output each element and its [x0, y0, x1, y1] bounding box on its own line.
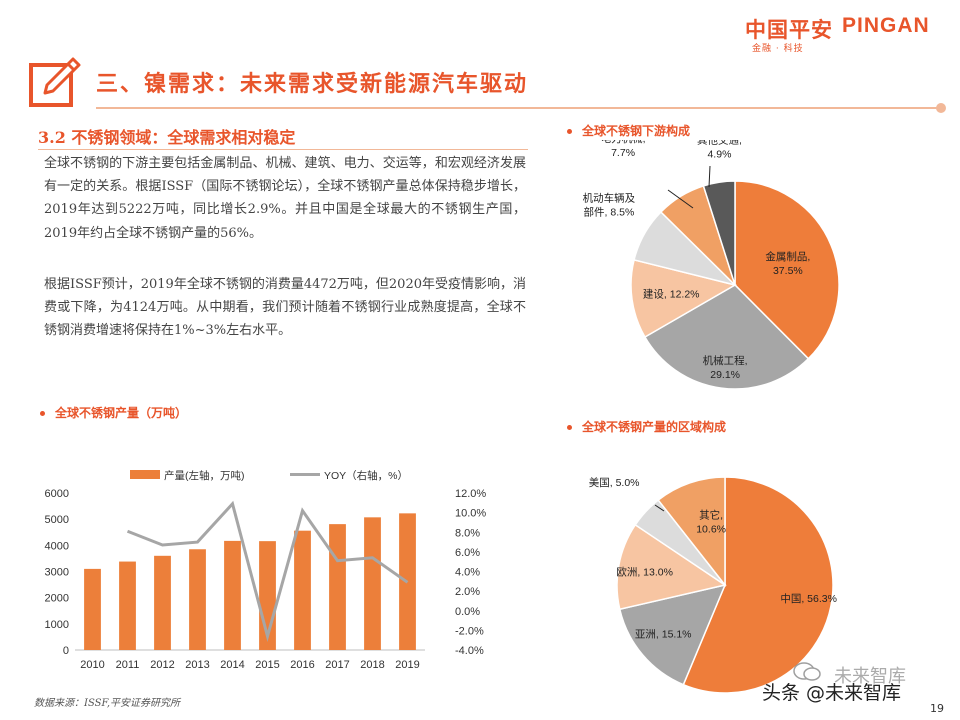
paragraph-1: 全球不锈钢的下游主要包括金属制品、机械、建筑、电力、交运等，和宏观经济发展有一定…	[44, 156, 526, 241]
watermark-text-1: 头条 @未来智库	[762, 682, 902, 704]
y-left-tick-label: 4000	[45, 540, 69, 552]
bar	[329, 524, 346, 650]
y-left-tick-label: 0	[63, 645, 69, 657]
pie-label: 4.9%	[707, 148, 731, 160]
yoy-line	[126, 500, 409, 642]
y-right-tick-label: 8.0%	[455, 527, 480, 539]
bar	[364, 517, 381, 650]
pie-label: 机动车辆及	[583, 192, 636, 205]
watermark-text-2: 未来智库	[834, 666, 906, 687]
pie-label: 部件, 8.5%	[584, 206, 635, 219]
pie-label: 机械工程,	[703, 354, 748, 367]
x-tick-label: 2015	[255, 659, 279, 671]
y-left-tick-label: 2000	[45, 593, 69, 605]
x-tick-label: 2018	[360, 659, 384, 671]
pie-label: 其他交通,	[697, 140, 742, 146]
y-left-tick-label: 1000	[45, 619, 69, 631]
bar	[154, 555, 171, 650]
leader-line	[708, 165, 711, 188]
production-combo-chart: 0 1000 2000 3000 4000 5000 6000 -4.0% -2.0% 0.0% 2…	[45, 469, 487, 671]
x-tick-label: 2010	[80, 659, 104, 671]
divider-end-dot	[936, 103, 946, 113]
bar	[189, 549, 206, 650]
pie-slice	[616, 523, 727, 611]
header-divider	[96, 107, 942, 109]
legend-label-line: YOY（右轴，%）	[324, 469, 408, 482]
leader-line	[654, 504, 665, 512]
source-note: 数据来源：ISSF,平安证券研究所	[34, 698, 181, 709]
y-right-tick-label: -4.0%	[455, 645, 484, 657]
pie-label: 欧洲, 13.0%	[616, 566, 673, 578]
paragraph-2: 根据ISSF预计，2019年全球不锈钢的消费量4472万吨，但2020年受疫情影…	[44, 277, 526, 339]
production-chart-title: 全球不锈钢产量（万吨）	[40, 404, 187, 421]
pie-slice	[682, 476, 834, 694]
brand-name-cn: 中国平安	[745, 18, 833, 42]
x-tick-label: 2012	[150, 659, 174, 671]
region-chart-title: 全球不锈钢产量的区域构成	[567, 418, 726, 435]
legend-label-bar: 产量(左轴，万吨)	[164, 469, 245, 482]
y-left-tick-label: 3000	[45, 567, 69, 579]
legend-swatch-bar	[130, 470, 160, 479]
pie-label: 10.6%	[696, 524, 726, 536]
pie-label: 金属制品,	[765, 250, 810, 263]
pie-label: 亚洲, 15.1%	[635, 629, 692, 641]
downstream-chart-title: 全球不锈钢下游构成	[567, 122, 690, 139]
bar	[224, 540, 241, 650]
pie-slice	[702, 180, 736, 286]
brand-tagline: 金融 · 科技	[752, 44, 804, 54]
leader-line	[667, 189, 694, 209]
bar	[119, 561, 136, 650]
x-tick-label: 2013	[185, 659, 209, 671]
x-tick-label: 2016	[290, 659, 314, 671]
pie-label: 中国, 56.3%	[780, 592, 837, 605]
page-number: 19	[930, 702, 944, 715]
chat-bubble-icon	[793, 662, 821, 681]
pie-slice	[734, 180, 840, 360]
pie-slice	[618, 583, 727, 686]
pie-label: 电力机械,	[601, 140, 646, 145]
pie-label: 7.7%	[611, 147, 635, 159]
y-left-tick-label: 6000	[45, 488, 69, 500]
bar	[84, 568, 101, 650]
y-right-tick-label: 12.0%	[455, 488, 486, 500]
x-tick-label: 2011	[116, 659, 140, 671]
y-right-tick-label: 0.0%	[455, 606, 480, 618]
pie-label: 美国, 5.0%	[589, 476, 640, 489]
y-right-tick-label: 2.0%	[455, 586, 480, 598]
x-tick-label: 2014	[220, 659, 244, 671]
pie-slice	[657, 476, 726, 588]
pie-label: 其它,	[699, 509, 723, 522]
pie-label: 建设, 12.2%	[643, 288, 700, 301]
y-right-tick-label: 6.0%	[455, 547, 480, 559]
y-right-tick-label: -2.0%	[455, 625, 484, 637]
pencil-icon	[29, 57, 81, 107]
region-pie-chart: 中国, 56.3% 亚洲, 15.1% 欧洲, 13.0% 美国, 5.0% 其它, 10…	[589, 476, 837, 694]
brand-name-en: PINGAN	[842, 14, 930, 37]
x-tick-label: 2019	[395, 659, 419, 671]
y-right-tick-label: 4.0%	[455, 567, 480, 579]
page-title: 三、镍需求：未来需求受新能源汽车驱动	[96, 71, 529, 97]
x-tick-label: 2017	[325, 659, 349, 671]
y-right-tick-label: 10.0%	[455, 508, 486, 520]
section-title: 3.2 不锈钢领域：全球需求相对稳定	[38, 128, 296, 147]
section-divider	[38, 149, 528, 150]
bar	[294, 530, 311, 650]
pie-label: 37.5%	[773, 265, 803, 277]
y-left-tick-label: 5000	[45, 514, 69, 526]
pie-slice	[643, 284, 810, 390]
pie-label: 29.1%	[710, 369, 740, 381]
